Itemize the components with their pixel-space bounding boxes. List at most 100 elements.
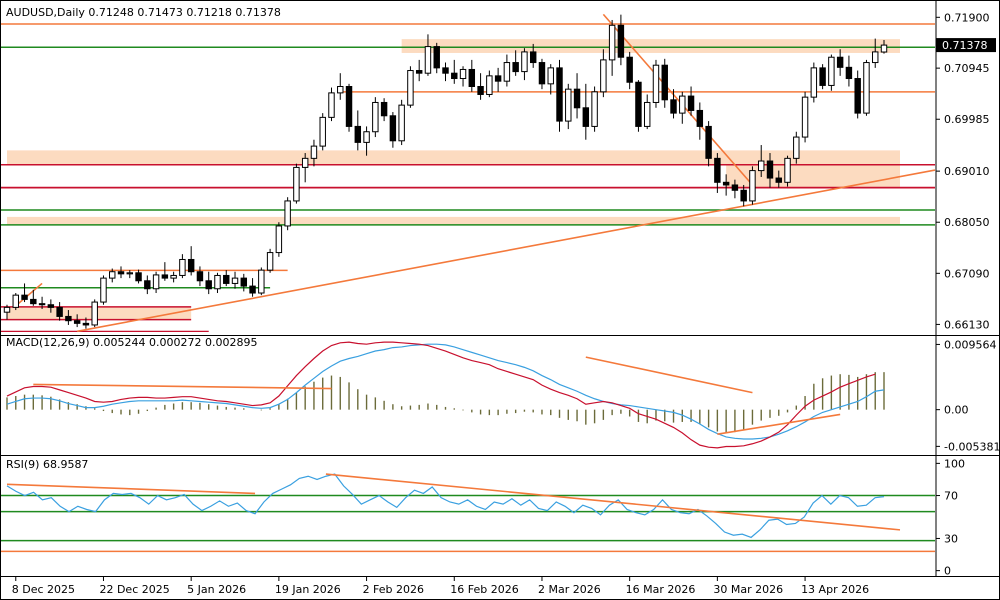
- candle-body: [442, 67, 449, 74]
- rsi-tick-label: 100: [944, 457, 965, 470]
- candle: [442, 62, 449, 82]
- macd-trendline: [717, 413, 841, 436]
- candle-body: [47, 304, 55, 308]
- candle: [538, 58, 546, 90]
- candle-body: [38, 303, 46, 306]
- candle: [144, 275, 151, 295]
- candle-body: [758, 160, 765, 172]
- candle-body: [494, 75, 502, 82]
- time-tick-label: 30 Mar 2026: [713, 583, 783, 596]
- candle-body: [65, 315, 72, 322]
- candle: [3, 304, 11, 320]
- candle: [687, 86, 695, 116]
- candle-body: [284, 200, 291, 227]
- candle-body: [205, 280, 212, 290]
- candle: [179, 254, 186, 279]
- candle: [30, 289, 37, 306]
- macd-header: MACD(12,26,9) 0.005244 0.000272 0.002895: [6, 336, 258, 349]
- candle: [556, 59, 563, 132]
- last-price-label: 0.71378: [942, 39, 988, 52]
- candle: [819, 64, 826, 90]
- candle-body: [73, 320, 81, 324]
- candle-body: [415, 70, 423, 74]
- candle-body: [187, 258, 195, 273]
- candle: [293, 163, 300, 204]
- candle: [284, 197, 291, 231]
- candle: [266, 248, 274, 273]
- candle-body: [345, 86, 353, 127]
- candle-body: [775, 177, 782, 183]
- candle: [275, 222, 283, 257]
- candle-body: [635, 81, 642, 127]
- trendline: [15, 282, 43, 307]
- price-zone: [7, 150, 900, 165]
- candle-body: [293, 166, 300, 202]
- price-tick-label: 0.68050: [944, 216, 990, 229]
- candle-body: [310, 145, 318, 159]
- candle: [170, 271, 177, 283]
- candle-body: [258, 269, 265, 294]
- candle: [91, 299, 98, 328]
- candle: [801, 91, 809, 143]
- candle: [152, 271, 160, 294]
- candle: [512, 50, 519, 76]
- candle: [56, 302, 63, 321]
- candle: [722, 174, 730, 196]
- rsi-tick-label: 0: [944, 565, 951, 578]
- candle: [319, 113, 326, 151]
- candle-body: [354, 125, 362, 143]
- candle: [433, 42, 440, 74]
- time-tick-label: 16 Feb 2026: [450, 583, 518, 596]
- candle-body: [547, 67, 554, 85]
- candle: [135, 269, 142, 284]
- candle-body: [600, 59, 607, 93]
- candle: [100, 275, 107, 305]
- candle: [775, 170, 782, 188]
- candle: [380, 98, 388, 122]
- price-tick-label: 0.71900: [944, 11, 990, 24]
- candle: [345, 83, 353, 132]
- rsi-header: RSI(9) 68.9587: [6, 458, 88, 471]
- price-zone: [7, 216, 900, 225]
- candle-body: [845, 66, 853, 80]
- candle-body: [836, 56, 844, 68]
- candle-body: [582, 107, 590, 127]
- candle-body: [521, 51, 528, 73]
- candle: [679, 91, 686, 124]
- candle-body: [801, 96, 809, 138]
- candle: [328, 87, 335, 122]
- candle-body: [82, 322, 90, 326]
- candle-body: [126, 272, 133, 275]
- candle-body: [591, 91, 598, 127]
- time-tick-label: 16 Mar 2026: [626, 583, 696, 596]
- candle-body: [56, 306, 63, 317]
- candle-body: [266, 252, 274, 271]
- candle-body: [714, 157, 721, 183]
- candle-body: [21, 294, 28, 300]
- candle-body: [109, 271, 116, 279]
- candle: [617, 14, 625, 66]
- candle-body: [696, 109, 704, 127]
- candle-body: [679, 95, 686, 114]
- macd-tick-label: 0.009564: [944, 338, 997, 351]
- candle-body: [100, 277, 107, 303]
- price-zone: [401, 39, 900, 53]
- candle-body: [608, 24, 616, 61]
- candle-body: [766, 160, 774, 179]
- candle: [845, 55, 853, 87]
- candle: [863, 59, 870, 116]
- candle-body: [328, 92, 335, 118]
- candle-body: [486, 75, 493, 95]
- candle: [398, 99, 405, 146]
- candle: [310, 139, 318, 167]
- candle-body: [793, 136, 800, 159]
- candle-body: [459, 68, 467, 80]
- candle-body: [3, 306, 11, 313]
- candle-body: [337, 86, 344, 94]
- candle-body: [363, 131, 370, 143]
- candle: [249, 278, 256, 297]
- candle-body: [170, 274, 177, 279]
- candle: [591, 86, 598, 132]
- time-tick-label: 2 Mar 2026: [538, 583, 601, 596]
- candle: [758, 145, 765, 177]
